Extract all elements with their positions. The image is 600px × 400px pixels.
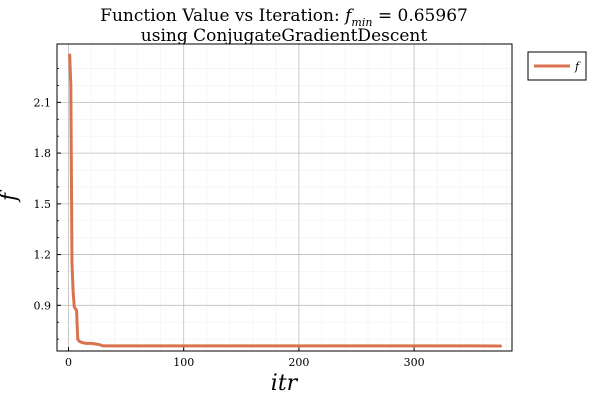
y-axis-label: f [0, 189, 22, 203]
chart-title-line2: using ConjugateGradientDescent [141, 26, 428, 46]
series-layer [68, 53, 502, 348]
title-prefix: Function Value vs Iteration: [100, 6, 345, 26]
series-line-f [68, 53, 502, 348]
title-value: = 0.65967 [372, 6, 467, 26]
title-variable: f [343, 6, 354, 26]
plot-frame [56, 43, 513, 352]
minor-grid [57, 44, 512, 351]
x-tick-labels: 0 100 200 300 [65, 356, 425, 369]
chart-title: Function Value vs Iteration: fmin = 0.65… [100, 6, 468, 46]
y-tick-label: 1.5 [34, 198, 52, 211]
legend: f [527, 51, 587, 81]
x-axis-label: itr [271, 371, 299, 396]
major-grid [57, 44, 512, 351]
y-tick-label: 1.2 [34, 249, 52, 262]
x-tick-label: 0 [65, 356, 72, 369]
legend-label-f: f [574, 60, 581, 73]
y-tick-label: 1.8 [34, 147, 52, 160]
y-tick-labels: 0.9 1.2 1.5 1.8 2.1 [34, 96, 52, 312]
x-tick-label: 100 [173, 356, 194, 369]
x-tick-label: 300 [404, 356, 425, 369]
y-tick-label: 2.1 [34, 96, 52, 109]
y-tick-label: 0.9 [34, 299, 52, 312]
x-tick-label: 200 [288, 356, 309, 369]
axis-ticks [57, 68, 415, 351]
chart-title-line1: Function Value vs Iteration: fmin = 0.65… [100, 6, 468, 29]
title-subscript: min [351, 16, 372, 29]
